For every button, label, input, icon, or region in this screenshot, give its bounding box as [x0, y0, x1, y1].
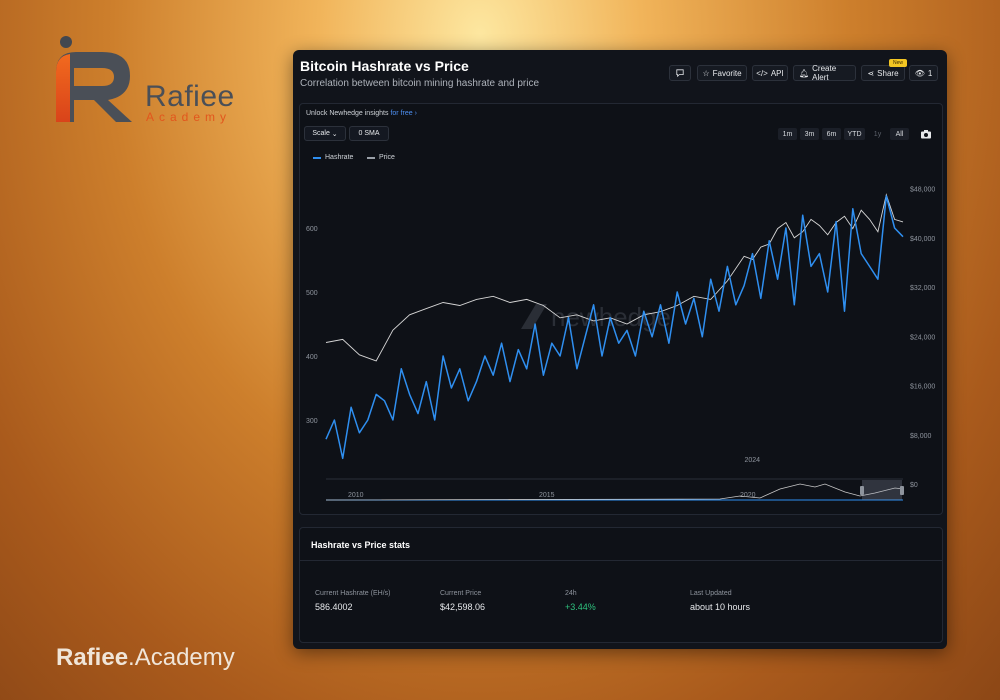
- range-1m[interactable]: 1m: [778, 128, 797, 140]
- stat-24h-label: 24h: [565, 590, 577, 597]
- share-label: Share: [877, 68, 899, 78]
- stat-24h: 24h +3.44%: [565, 590, 596, 612]
- range-all[interactable]: All: [890, 128, 909, 140]
- alert-label: Create Alert: [812, 64, 837, 82]
- legend-price[interactable]: Price: [367, 154, 395, 161]
- page-subtitle: Correlation between bitcoin mining hashr…: [300, 78, 540, 89]
- right-axis: $0 $8,000 $16,000 $24,000 $32,000 $40,000 $48,…: [910, 187, 935, 489]
- legend-price-swatch: [367, 156, 375, 159]
- stat-price-label: Current Price: [440, 590, 482, 597]
- x-axis-tick-label: 2024: [744, 457, 760, 464]
- sma-button[interactable]: 0 SMA: [349, 126, 389, 141]
- stat-24h-value: +3.44%: [565, 602, 596, 612]
- watermark-text: newhedge: [551, 302, 671, 332]
- views-count: 1: [927, 68, 933, 78]
- brand-subtitle: Academy: [146, 110, 232, 124]
- share-icon: ⋖: [867, 68, 875, 78]
- legend-hashrate-label: Hashrate: [325, 154, 354, 161]
- comment-icon: [676, 69, 684, 77]
- eye-icon: 👁︎: [914, 68, 925, 78]
- left-axis-tick-label: 600: [306, 226, 318, 233]
- left-axis-tick-label: 400: [306, 354, 318, 361]
- camera-icon[interactable]: [920, 129, 932, 139]
- left-axis-tick-label: 500: [306, 290, 318, 297]
- star-icon: ☆: [702, 68, 710, 78]
- favorite-button[interactable]: ☆ Favorite: [697, 65, 747, 81]
- api-button[interactable]: </> API: [752, 65, 788, 81]
- page-title: Bitcoin Hashrate vs Price: [300, 58, 469, 74]
- api-label: API: [770, 68, 784, 78]
- navigator-handle-left: [860, 486, 864, 495]
- range-6m[interactable]: 6m: [822, 128, 841, 140]
- newhedge-logo-icon: [521, 304, 547, 329]
- range-ytd[interactable]: YTD: [844, 128, 865, 140]
- scale-dropdown[interactable]: Scale ⌄: [304, 126, 346, 141]
- stats-divider: [300, 560, 942, 561]
- hashrate-series: [325, 195, 904, 460]
- navigator-tick-label: 2020: [740, 492, 756, 499]
- stat-updated-value: about 10 hours: [690, 602, 751, 612]
- x-axis: 2024: [744, 457, 760, 464]
- right-axis-tick-label: $16,000: [910, 384, 935, 391]
- navigator-price-line: [325, 483, 904, 501]
- right-axis-tick-label: $0: [910, 482, 918, 489]
- views-counter[interactable]: 👁︎ 1: [909, 65, 938, 81]
- right-axis-tick-label: $40,000: [910, 236, 935, 243]
- price-series: [325, 193, 904, 362]
- right-axis-tick-label: $32,000: [910, 285, 935, 292]
- range-1y[interactable]: 1y: [873, 130, 882, 138]
- navigator-handle-right: [900, 486, 904, 495]
- rafiee-logo: [56, 36, 132, 122]
- navigator: 2010 2015 2020: [325, 478, 904, 501]
- new-badge: New: [889, 59, 907, 67]
- stats-card: Hashrate vs Price stats Current Hashrate…: [299, 527, 943, 643]
- legend-hashrate-swatch: [313, 156, 321, 159]
- chevron-down-icon: ⌄: [331, 130, 338, 138]
- legend-price-label: Price: [379, 154, 395, 161]
- right-axis-tick-label: $8,000: [910, 433, 932, 440]
- stats-title: Hashrate vs Price stats: [311, 540, 411, 550]
- footer-brand-rest: .Academy: [128, 644, 235, 671]
- unlock-text: Unlock Newhedge insights: [306, 110, 389, 117]
- unlock-banner: Unlock Newhedge insights for free ›: [306, 110, 417, 117]
- navigator-selection: [862, 480, 902, 500]
- stat-price-value: $42,598.06: [440, 602, 486, 612]
- create-alert-button[interactable]: 🔔︎ Create Alert: [793, 64, 856, 82]
- stat-hashrate: Current Hashrate (EH/s) 586.4002: [315, 590, 390, 612]
- price-line: [325, 193, 904, 362]
- share-button[interactable]: ⋖ Share: [861, 65, 905, 81]
- comment-button[interactable]: [669, 65, 691, 81]
- favorite-label: Favorite: [712, 68, 742, 78]
- sma-label: 0 SMA: [358, 130, 380, 137]
- hashrate-line: [325, 195, 904, 460]
- range-3m[interactable]: 3m: [800, 128, 819, 140]
- stat-updated-label: Last Updated: [690, 590, 732, 597]
- navigator-tick-label: 2010: [348, 492, 364, 499]
- stat-hashrate-value: 586.4002: [315, 602, 353, 612]
- footer-brand-strong: Rafiee: [56, 644, 129, 671]
- brand-name: Rafiee: [145, 80, 235, 113]
- newhedge-watermark: newhedge: [521, 302, 671, 332]
- left-axis-tick-label: 300: [306, 418, 318, 425]
- stat-updated: Last Updated about 10 hours: [690, 590, 750, 612]
- bell-icon: 🔔︎: [799, 68, 810, 78]
- stat-price: Current Price $42,598.06: [440, 590, 485, 612]
- code-icon: </>: [756, 68, 768, 78]
- right-axis-tick-label: $48,000: [910, 187, 935, 194]
- hashrate-panel: Bitcoin Hashrate vs Price Correlation be…: [293, 50, 947, 649]
- chart-card: Unlock Newhedge insights for free › Scal…: [299, 103, 943, 515]
- legend-hashrate[interactable]: Hashrate: [313, 154, 353, 161]
- footer-brand: Rafiee.Academy: [56, 644, 235, 672]
- hashrate-price-chart[interactable]: newhedge 300 400 500 600 $0 $8,000 $16,000 $24…: [300, 104, 942, 514]
- navigator-tick-label: 2015: [539, 492, 555, 499]
- stat-hashrate-label: Current Hashrate (EH/s): [315, 590, 391, 597]
- unlock-link[interactable]: for free: [390, 110, 413, 117]
- left-axis: 300 400 500 600: [306, 226, 318, 425]
- right-axis-tick-label: $24,000: [910, 334, 935, 341]
- scale-label: Scale: [312, 130, 330, 137]
